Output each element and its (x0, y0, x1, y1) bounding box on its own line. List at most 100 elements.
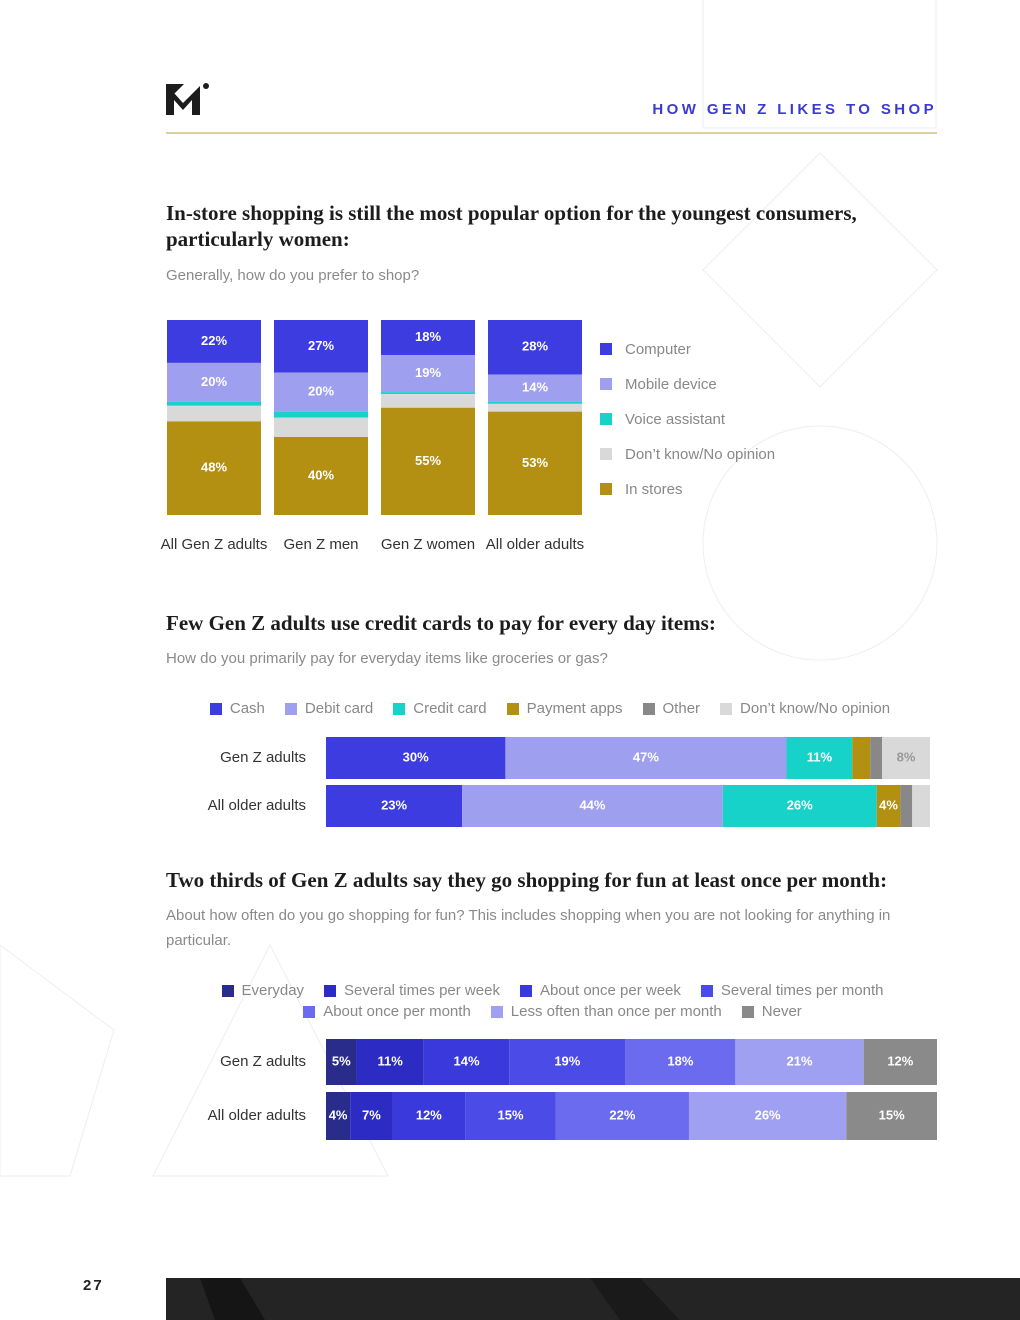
chart-subtitle: Generally, how do you prefer to shop? (166, 267, 420, 284)
page-number: 27 (83, 1277, 104, 1294)
legend-label: Several times per month (720, 982, 884, 999)
legend-item: Credit card (393, 700, 487, 717)
bar-segment (876, 785, 901, 827)
value-label: 40% (308, 467, 334, 482)
bar-segment (488, 403, 582, 412)
logo (166, 83, 209, 115)
footer-deco (200, 1278, 265, 1320)
value-label: 12% (416, 1107, 442, 1122)
bar-segment (381, 394, 475, 408)
value-label: 11% (807, 749, 833, 764)
legend-item: Payment apps (506, 700, 623, 717)
bar-segment (167, 320, 261, 363)
value-label: 23% (381, 797, 407, 812)
value-label: 11% (377, 1053, 403, 1068)
deco-circle (702, 425, 938, 661)
legend-item: Several times per week (324, 982, 500, 999)
category-label: All older adults (207, 1107, 306, 1124)
legend-item: Other (642, 700, 701, 717)
bar-segment (274, 320, 368, 373)
legend-swatch (303, 1005, 316, 1018)
value-label: 4% (329, 1107, 348, 1122)
bar-segment (870, 737, 883, 779)
value-label: 26% (787, 797, 813, 812)
value-label: 28% (522, 339, 548, 354)
chart-title: Two thirds of Gen Z adults say they go s… (166, 868, 888, 892)
bar-segment (488, 411, 582, 515)
bar-segment (274, 372, 368, 412)
legend-item: Less often than once per month (490, 1003, 722, 1020)
legend: Everyday Several times per week About once… (180, 982, 925, 1020)
bar-segment (625, 1039, 736, 1085)
value-label: 21% (787, 1053, 813, 1068)
legend-swatch (221, 984, 234, 997)
legend-label: Other (662, 700, 701, 717)
legend: Cash Debit card Credit card Payment apps Oth… (170, 700, 930, 717)
category-label: Gen Z adults (220, 1053, 306, 1070)
legend-label: About once per week (539, 982, 681, 999)
legend-label: Payment apps (526, 700, 623, 717)
value-label: 7% (362, 1107, 381, 1122)
footer-band (166, 1278, 1020, 1320)
bar-segment (423, 1039, 510, 1085)
legend-swatch (506, 702, 519, 715)
value-label: 18% (415, 329, 441, 344)
bar-segment (326, 1039, 357, 1085)
bar-segment (356, 1039, 424, 1085)
value-label: 15% (497, 1107, 523, 1122)
bar-segment (392, 1092, 466, 1140)
bar-segment (900, 785, 913, 827)
bar-segment (381, 392, 475, 395)
bar-segment (462, 785, 723, 827)
bar-segment (555, 1092, 689, 1140)
legend-label: Everyday (241, 982, 305, 999)
legend-item: Don’t know/No opinion (720, 700, 890, 717)
legend-swatch (600, 343, 612, 355)
legend-swatch (284, 702, 297, 715)
legend-swatch (600, 448, 612, 460)
legend-swatch (600, 483, 612, 495)
legend-label: Debit card (304, 700, 374, 717)
value-label: 19% (554, 1053, 580, 1068)
bar-segment (167, 401, 261, 406)
legend-item: About once per month (303, 1003, 471, 1020)
bar-segment (167, 362, 261, 402)
deco-diamond (702, 152, 938, 388)
value-label: 30% (403, 749, 429, 764)
deco-frame (702, 0, 937, 129)
bar-segment (488, 374, 582, 402)
deco-shape (0, 944, 115, 1177)
bar-segment (381, 355, 475, 393)
legend-swatch (519, 984, 532, 997)
legend-item: Debit card (284, 700, 374, 717)
bar-segment (863, 1039, 937, 1085)
chart-subtitle: How do you primarily pay for everyday it… (166, 650, 608, 667)
legend-swatch (700, 984, 713, 997)
value-label: 55% (415, 453, 441, 468)
legend-label: Computer (625, 341, 691, 358)
value-label: 22% (201, 333, 227, 348)
legend-label: Don’t know/No opinion (740, 700, 891, 717)
legend-swatch (393, 702, 406, 715)
bar-segment (488, 320, 582, 375)
chart-title: In-store shopping is still the most popu… (166, 201, 857, 251)
value-label: 27% (308, 338, 334, 353)
value-label: 53% (522, 455, 548, 470)
category-label: All older adults (207, 797, 306, 814)
legend-label: Several times per week (344, 982, 500, 999)
bar-segment (381, 407, 475, 515)
legend-item: Several times per month (700, 982, 884, 999)
value-label: 18% (667, 1053, 693, 1068)
bar-segment (274, 411, 368, 418)
bar-segment (722, 785, 877, 827)
bar-segment (167, 405, 261, 422)
legend-label: Less often than once per month (510, 1003, 722, 1020)
value-label: 5% (332, 1053, 351, 1068)
chart-subtitle: About how often do you go shopping for f… (166, 907, 891, 949)
legend-label: Never (761, 1003, 802, 1020)
legend-label: Don’t know/No opinion (625, 446, 775, 463)
legend-item: Everyday (221, 982, 305, 999)
